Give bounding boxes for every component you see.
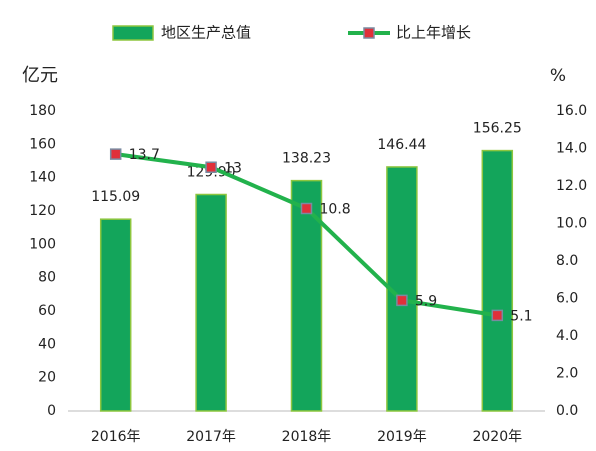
line-value-label: 5.9 <box>415 293 437 309</box>
bar-value-label: 156.25 <box>473 121 522 137</box>
bar-value-label: 138.23 <box>282 151 331 167</box>
bar-value-label: 115.09 <box>91 189 140 205</box>
x-tick-label: 2020年 <box>472 429 522 445</box>
line-value-label: 10.8 <box>320 202 351 218</box>
y-tick-label: 140 <box>29 170 56 186</box>
x-tick-label: 2017年 <box>186 429 236 445</box>
x-tick-label: 2019年 <box>377 429 427 445</box>
y2-tick-label: 8.0 <box>556 253 578 269</box>
bar <box>99 218 132 412</box>
y2-axis-label: % <box>550 66 566 86</box>
y-axis-label: 亿元 <box>22 65 58 86</box>
bar <box>195 193 227 412</box>
y2-tick-label: 12.0 <box>556 178 587 194</box>
x-tick-label: 2018年 <box>282 429 332 445</box>
line-marker <box>109 148 122 160</box>
y2-tick-label: 16.0 <box>556 103 587 119</box>
x-tick-label: 2016年 <box>91 429 141 445</box>
legend-marker <box>363 27 375 39</box>
line-marker <box>300 202 313 215</box>
line-value-label: 5.1 <box>510 308 532 324</box>
y2-tick-label: 2.0 <box>556 366 578 382</box>
y2-tick-label: 10.0 <box>556 216 587 232</box>
y2-tick-label: 0.0 <box>556 403 578 419</box>
line-value-label: 13 <box>224 160 242 176</box>
y-tick-label: 120 <box>29 203 56 219</box>
line-value-label: 13.7 <box>129 147 160 163</box>
y-tick-label: 40 <box>38 336 56 352</box>
y-tick-label: 100 <box>29 236 56 252</box>
bar <box>481 149 514 412</box>
y2-tick-label: 4.0 <box>556 328 578 344</box>
y2-tick-label: 6.0 <box>556 291 578 307</box>
line-marker <box>491 309 504 322</box>
y-tick-label: 20 <box>38 370 56 386</box>
legend-label: 地区生产总值 <box>161 24 251 42</box>
legend-swatch <box>112 25 154 41</box>
y-tick-label: 60 <box>38 303 56 319</box>
legend-label: 比上年增长 <box>396 24 471 42</box>
line-marker <box>396 294 408 307</box>
y-tick-label: 0 <box>47 403 56 419</box>
y-tick-label: 80 <box>38 270 56 286</box>
y-tick-label: 180 <box>29 103 56 119</box>
y-tick-label: 160 <box>29 136 56 152</box>
bar <box>290 179 323 412</box>
bar-value-label: 146.44 <box>377 137 426 153</box>
y2-tick-label: 14.0 <box>556 141 587 157</box>
line-marker <box>205 161 217 173</box>
